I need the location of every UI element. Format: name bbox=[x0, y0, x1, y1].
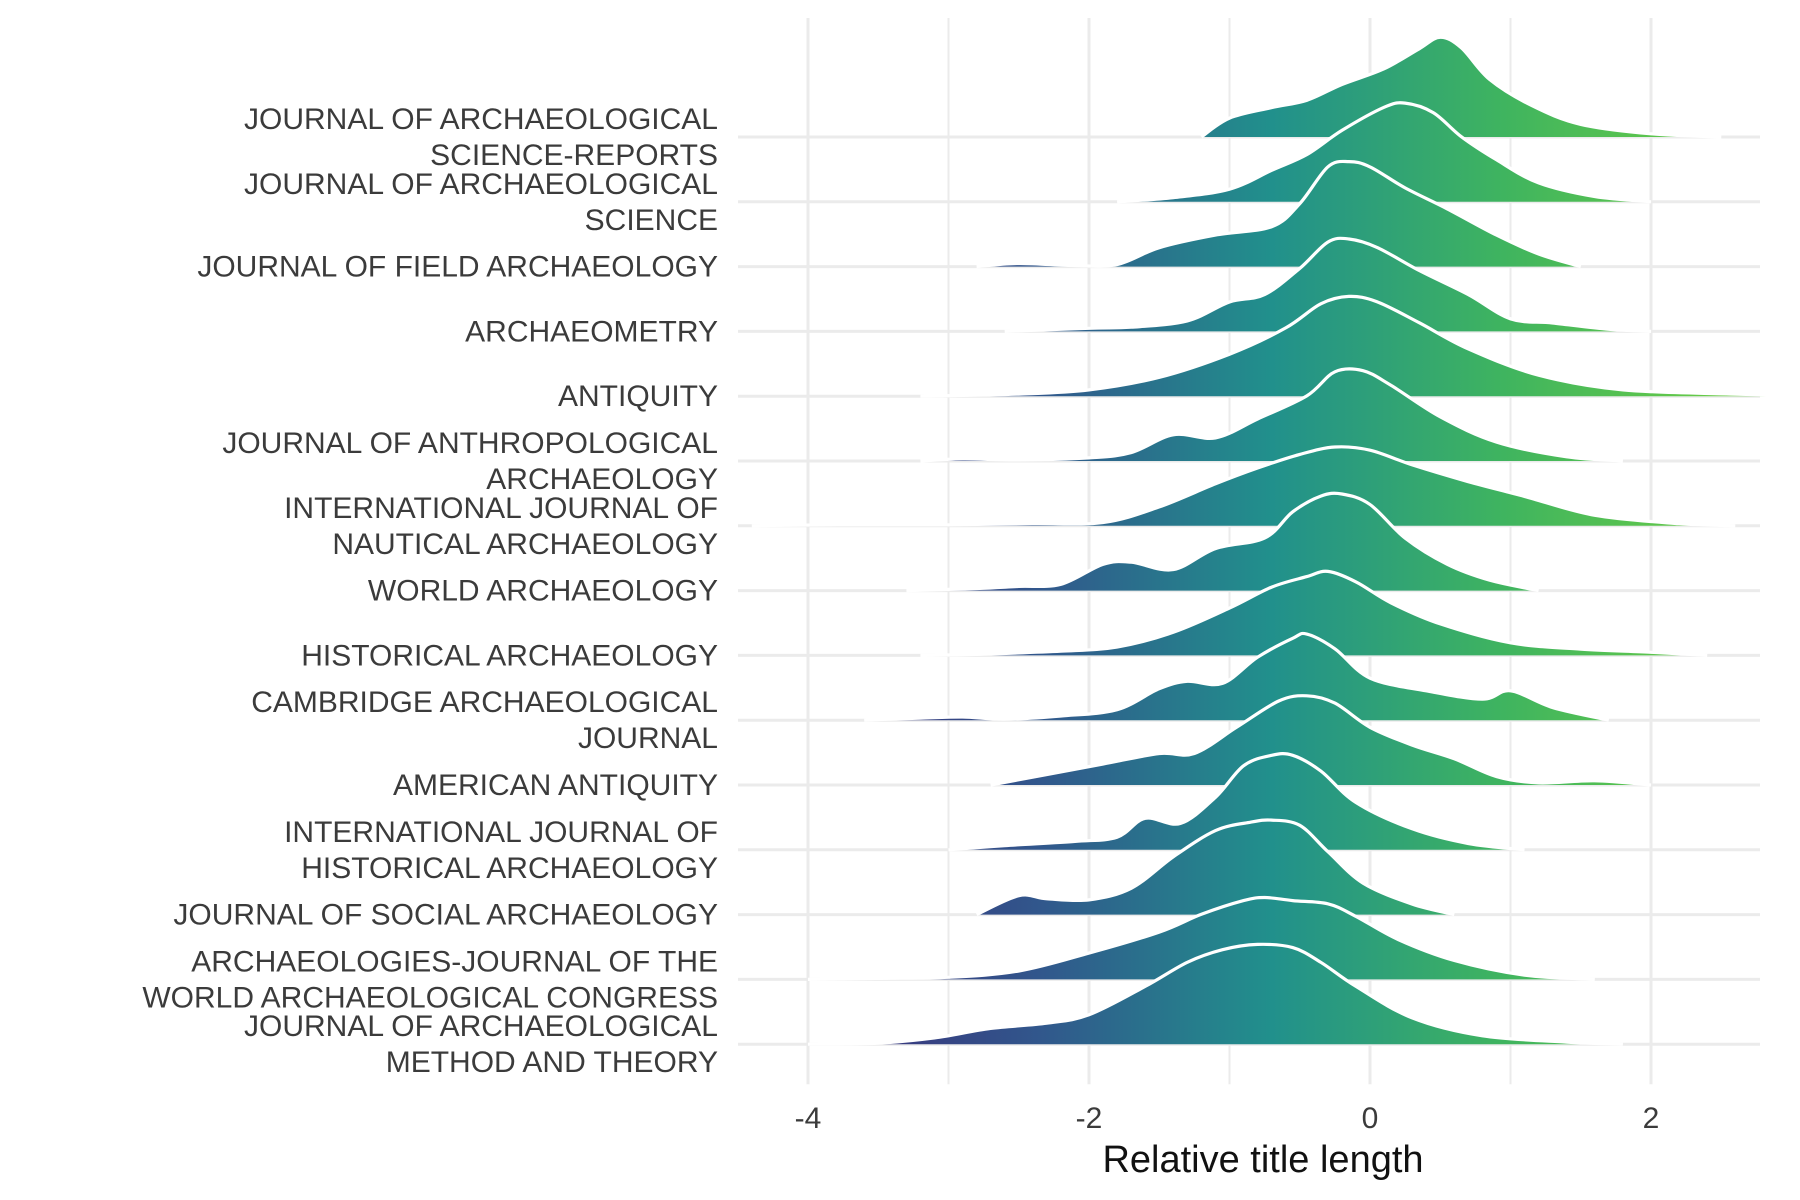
y-axis-label: SCIENCE bbox=[585, 204, 718, 237]
y-axis-label: JOURNAL OF FIELD ARCHAEOLOGY bbox=[197, 251, 718, 284]
density-ridges bbox=[751, 35, 1800, 1046]
ridge-area bbox=[864, 633, 1609, 721]
y-axis-label: NAUTICAL ARCHAEOLOGY bbox=[332, 528, 718, 561]
ridge-outline bbox=[807, 942, 1623, 1046]
ridge-outline bbox=[1004, 236, 1652, 333]
y-axis-label: JOURNAL OF ARCHAEOLOGICAL bbox=[244, 168, 718, 201]
ridge-area bbox=[990, 695, 1651, 785]
y-axis-label: JOURNAL OF ARCHAEOLOGICAL bbox=[244, 1010, 718, 1043]
ridge-area bbox=[920, 296, 1800, 397]
y-axis-labels: JOURNAL OF ARCHAEOLOGICALSCIENCE-REPORTS… bbox=[142, 103, 718, 1079]
ridge-outline bbox=[807, 895, 1595, 981]
ridge-outline bbox=[920, 294, 1800, 398]
ridge-area bbox=[948, 753, 1525, 850]
ridge-outline bbox=[920, 569, 1708, 657]
y-axis-label: JOURNAL bbox=[578, 722, 718, 755]
x-axis-title: Relative title length bbox=[1102, 1139, 1423, 1181]
ridge-area bbox=[920, 368, 1623, 461]
ridge-area bbox=[1201, 37, 1722, 137]
y-axis-label: CAMBRIDGE ARCHAEOLOGICAL bbox=[251, 686, 718, 719]
x-tick-label: 2 bbox=[1643, 1102, 1660, 1135]
ridge-area bbox=[906, 493, 1539, 591]
ridge-outline bbox=[864, 631, 1610, 722]
y-axis-label: JOURNAL OF ANTHROPOLOGICAL bbox=[222, 427, 718, 460]
y-axis-label: ARCHAEOLOGY bbox=[486, 463, 718, 496]
ridge-area bbox=[808, 897, 1595, 980]
y-axis-label: ARCHAEOMETRY bbox=[465, 315, 718, 348]
y-axis-label: WORLD ARCHAEOLOGY bbox=[368, 575, 718, 608]
y-axis-label: INTERNATIONAL JOURNAL OF bbox=[284, 492, 718, 525]
ridge-area bbox=[1117, 102, 1651, 202]
ridge-area bbox=[808, 944, 1623, 1045]
ridge-area bbox=[976, 161, 1581, 267]
y-axis-label: HISTORICAL ARCHAEOLOGY bbox=[301, 852, 718, 885]
ridge-outline bbox=[990, 694, 1652, 787]
y-axis-label: METHOD AND THEORY bbox=[386, 1046, 718, 1079]
y-axis-label: AMERICAN ANTIQUITY bbox=[393, 769, 718, 802]
x-tick-label: 0 bbox=[1362, 1102, 1379, 1135]
y-axis-label: WORLD ARCHAEOLOGICAL CONGRESS bbox=[142, 981, 718, 1014]
ridge-area bbox=[920, 571, 1708, 656]
ridge-outline bbox=[1116, 101, 1652, 204]
y-axis-label: JOURNAL OF ARCHAEOLOGICAL bbox=[244, 103, 718, 136]
ridge-outline bbox=[751, 445, 1736, 528]
y-axis-label: INTERNATIONAL JOURNAL OF bbox=[284, 816, 718, 849]
ridge-outline bbox=[920, 367, 1624, 463]
y-axis-label: HISTORICAL ARCHAEOLOGY bbox=[301, 639, 718, 672]
ridge-outline bbox=[975, 818, 1455, 917]
y-axis-label: JOURNAL OF SOCIAL ARCHAEOLOGY bbox=[173, 899, 718, 932]
y-axis-label: ARCHAEOLOGIES-JOURNAL OF THE bbox=[191, 945, 718, 978]
ridge-area bbox=[751, 446, 1736, 526]
y-axis-label: SCIENCE-REPORTS bbox=[430, 139, 718, 172]
ridge-outline bbox=[906, 491, 1539, 593]
ridge-outline bbox=[948, 752, 1525, 852]
ridge-outline bbox=[976, 159, 1582, 269]
x-axis-ticks: -4 -2 0 2 bbox=[795, 1102, 1660, 1135]
ridge-outline bbox=[1200, 35, 1722, 139]
x-tick-label: -4 bbox=[795, 1102, 822, 1135]
y-axis-label: ANTIQUITY bbox=[558, 380, 718, 413]
ridge-area bbox=[976, 819, 1455, 915]
x-tick-label: -2 bbox=[1076, 1102, 1103, 1135]
